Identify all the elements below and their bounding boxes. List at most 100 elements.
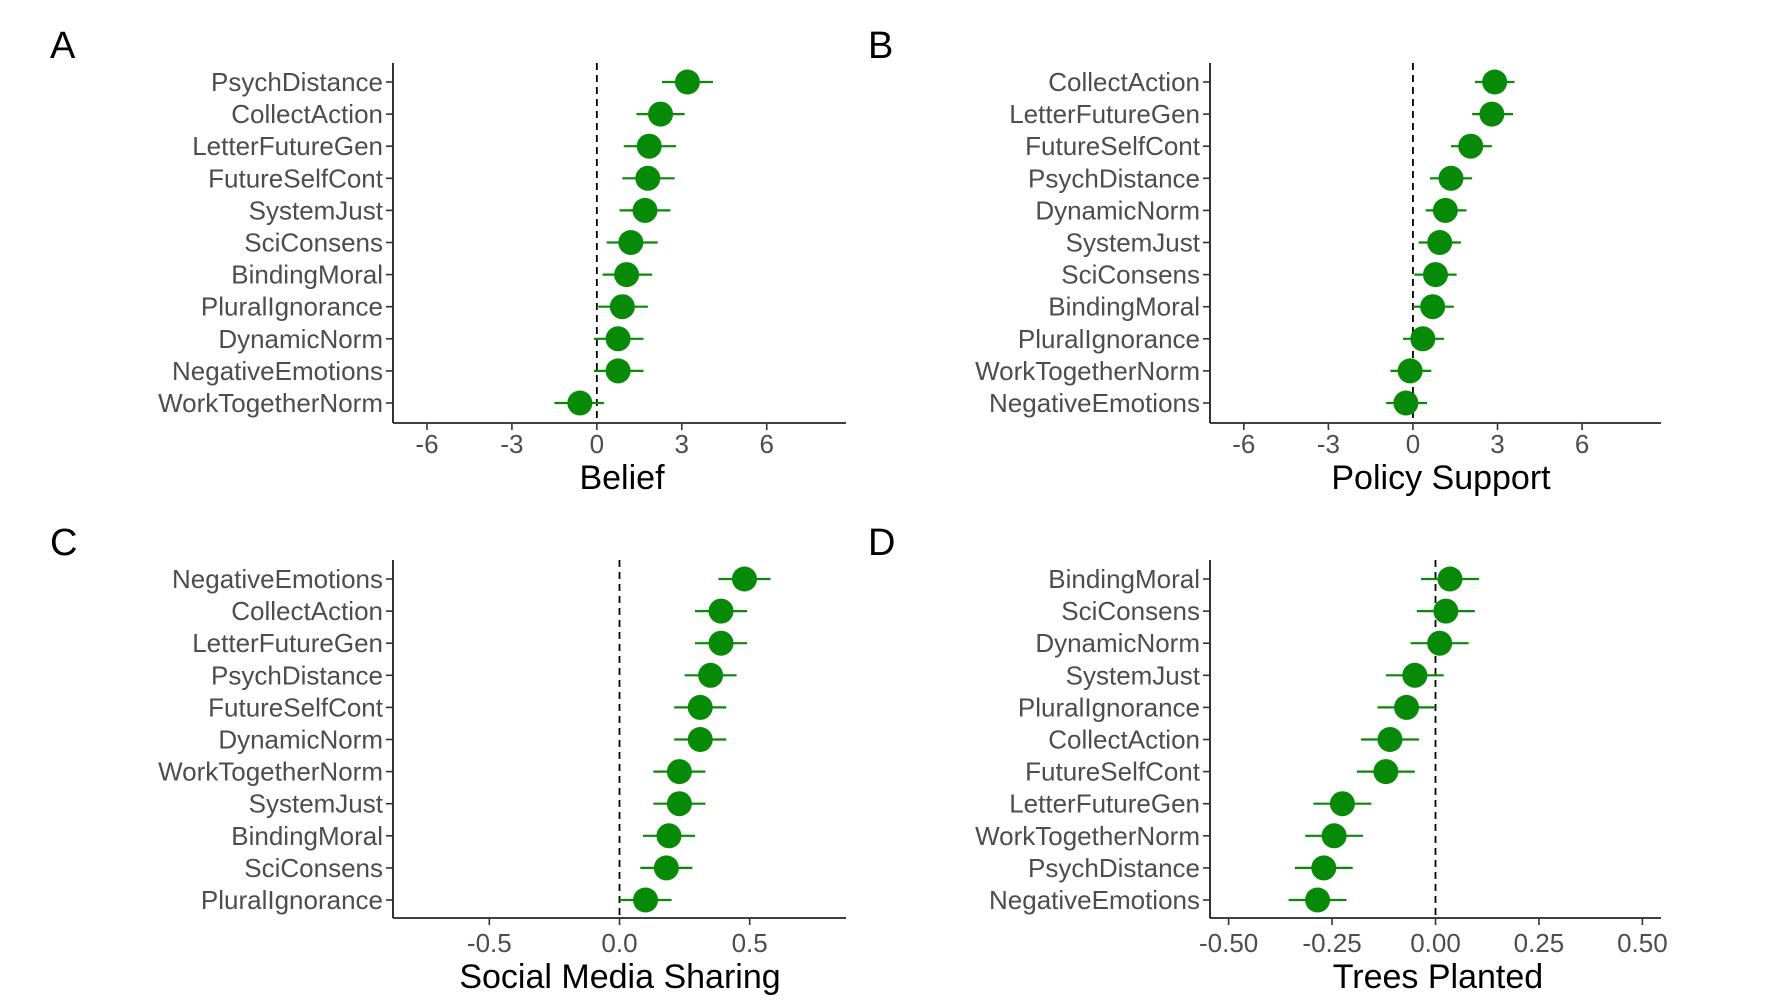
panel-d-category-label: SystemJust bbox=[1066, 660, 1201, 690]
panel-d-category-label: SciConsens bbox=[1061, 596, 1200, 626]
panel-a-category-label: NegativeEmotions bbox=[172, 356, 383, 386]
panel-d-x-tick-label: 0.50 bbox=[1617, 928, 1668, 958]
panel-c-x-axis-title: Social Media Sharing bbox=[459, 958, 780, 996]
panel-d-estimate-point bbox=[1305, 887, 1331, 913]
panel-b-category-label: WorkTogetherNorm bbox=[975, 356, 1200, 386]
panel-a-estimate-point bbox=[605, 326, 631, 352]
panel-a-x-tick-label: -3 bbox=[500, 429, 523, 459]
panel-d-category-label: LetterFutureGen bbox=[1009, 789, 1200, 819]
panel-b-estimate-point bbox=[1432, 197, 1458, 223]
panel-c-category-label: SciConsens bbox=[244, 853, 383, 883]
panel-d-estimate-point bbox=[1321, 823, 1347, 849]
panel-b-category-label: BindingMoral bbox=[1048, 292, 1200, 322]
panel-d-category-label: DynamicNorm bbox=[1035, 628, 1200, 658]
panel-c: C Social Media Sharing -0.5 0.0 0.5 Negativ… bbox=[50, 522, 846, 996]
panel-a-category-label: PluralIgnorance bbox=[201, 292, 383, 322]
panel-a-category-label: SystemJust bbox=[249, 195, 384, 225]
panel-d-category-label: WorkTogetherNorm bbox=[975, 821, 1200, 851]
panel-b: B Policy Support -6 -3 0 3 6 CollectActionLet… bbox=[868, 25, 1661, 497]
panel-b-x-tick-label: 6 bbox=[1575, 429, 1589, 459]
panel-d-x-axis-title: Trees Planted bbox=[1333, 958, 1543, 996]
panel-c-estimate-point bbox=[653, 855, 679, 881]
panel-d-category-label: PluralIgnorance bbox=[1018, 692, 1200, 722]
panel-d-estimate-point bbox=[1329, 791, 1355, 817]
panel-b-estimate-point bbox=[1482, 69, 1508, 95]
panel-b-x-axis-title: Policy Support bbox=[1331, 459, 1551, 497]
panel-b-estimate-point bbox=[1427, 230, 1453, 255]
panel-b-category-label: NegativeEmotions bbox=[989, 388, 1200, 418]
panel-a-category-label: WorkTogetherNorm bbox=[158, 388, 383, 418]
panel-c-category-label: BindingMoral bbox=[231, 821, 383, 851]
panel-a-estimate-point bbox=[636, 133, 662, 159]
panel-a-category-label: FutureSelfCont bbox=[208, 163, 384, 193]
panel-b-estimate-point bbox=[1458, 133, 1484, 159]
panel-c-estimate-point bbox=[656, 823, 682, 849]
panel-b-estimate-point bbox=[1423, 262, 1448, 288]
panel-d-estimate-point bbox=[1433, 598, 1459, 624]
panel-a-x-tick-label: 0 bbox=[590, 429, 604, 459]
panel-a-category-label: BindingMoral bbox=[231, 260, 383, 290]
panel-c-estimate-point bbox=[687, 694, 713, 720]
panel-a-estimate-point bbox=[674, 69, 700, 95]
panel-d-category-label: FutureSelfCont bbox=[1025, 757, 1201, 787]
panel-d-x-tick-label: -0.50 bbox=[1199, 928, 1258, 958]
panel-a-estimate-point bbox=[567, 390, 593, 416]
panel-d-estimate-point bbox=[1437, 566, 1463, 592]
panel-b-letter: B bbox=[868, 25, 893, 67]
panel-b-category-label: SystemJust bbox=[1066, 228, 1201, 258]
panel-c-estimate-point bbox=[698, 662, 724, 688]
panel-c-category-label: DynamicNorm bbox=[218, 725, 383, 755]
panel-c-estimate-point bbox=[666, 791, 692, 817]
panel-b-category-label: SciConsens bbox=[1061, 260, 1200, 290]
panel-b-estimate-point bbox=[1397, 358, 1423, 384]
panel-d-x-tick-label: 0.25 bbox=[1514, 928, 1565, 958]
panel-c-category-label: FutureSelfCont bbox=[208, 692, 384, 722]
panel-c-estimate-point bbox=[708, 630, 734, 656]
panel-d-estimate-point bbox=[1373, 759, 1399, 785]
panel-c-estimate-point bbox=[731, 566, 757, 592]
panel-b-category-label: PluralIgnorance bbox=[1018, 324, 1200, 354]
panel-a-estimate-point bbox=[614, 262, 640, 288]
panel-b-category-label: FutureSelfCont bbox=[1025, 131, 1201, 161]
panel-d-estimate-point bbox=[1427, 630, 1453, 656]
panel-d: D Trees Planted -0.50 -0.25 0.00 0.25 0.50 Bi… bbox=[868, 522, 1668, 996]
panel-d-estimate-point bbox=[1402, 662, 1428, 688]
panel-a-plot-area: -6 -3 0 3 6 PsychDistanceCollectActionLetterF… bbox=[158, 63, 846, 459]
panel-a-x-tick-label: 3 bbox=[675, 429, 689, 459]
panel-b-category-label: CollectAction bbox=[1048, 67, 1200, 97]
panel-c-plot-area: -0.5 0.0 0.5 NegativeEmotionsCollectActionL… bbox=[158, 560, 846, 958]
panel-a-estimate-point bbox=[609, 294, 635, 320]
panel-b-estimate-point bbox=[1479, 101, 1505, 127]
panel-b-category-label: PsychDistance bbox=[1028, 163, 1200, 193]
panel-a-category-label: SciConsens bbox=[244, 228, 383, 258]
panel-d-x-tick-label: 0.00 bbox=[1410, 928, 1461, 958]
panel-d-category-label: BindingMoral bbox=[1048, 564, 1200, 594]
panel-d-category-label: NegativeEmotions bbox=[989, 885, 1200, 915]
panel-c-x-tick-label: 0.5 bbox=[732, 928, 768, 958]
panel-b-estimate-point bbox=[1410, 326, 1436, 352]
panel-a-estimate-point bbox=[632, 197, 658, 223]
panel-b-plot-area: -6 -3 0 3 6 CollectActionLetterFutureGenFutur… bbox=[975, 63, 1661, 459]
panel-d-category-label: CollectAction bbox=[1048, 725, 1200, 755]
panel-a-category-label: CollectAction bbox=[231, 99, 383, 129]
panel-c-category-label: CollectAction bbox=[231, 596, 383, 626]
panel-a-category-label: DynamicNorm bbox=[218, 324, 383, 354]
panel-a-category-label: PsychDistance bbox=[211, 67, 383, 97]
panel-c-estimate-point bbox=[633, 887, 659, 913]
panel-b-x-tick-label: 0 bbox=[1406, 429, 1420, 459]
panel-a-x-axis-title: Belief bbox=[579, 459, 665, 497]
panel-d-plot-area: -0.50 -0.25 0.00 0.25 0.50 BindingMoralSciCon… bbox=[975, 560, 1668, 958]
panel-d-letter: D bbox=[868, 522, 895, 564]
panel-a-estimate-point bbox=[605, 358, 631, 384]
panel-d-x-tick-label: -0.25 bbox=[1302, 928, 1361, 958]
panel-c-category-label: LetterFutureGen bbox=[192, 628, 383, 658]
panel-b-estimate-point bbox=[1393, 390, 1419, 416]
panel-d-estimate-point bbox=[1311, 855, 1337, 881]
panel-c-estimate-point bbox=[708, 598, 734, 624]
panel-a-estimate-point bbox=[618, 230, 644, 255]
panel-d-estimate-point bbox=[1377, 727, 1403, 752]
panel-a-letter: A bbox=[50, 25, 76, 67]
panel-a-category-label: LetterFutureGen bbox=[192, 131, 383, 161]
panel-b-x-tick-label: 3 bbox=[1490, 429, 1504, 459]
